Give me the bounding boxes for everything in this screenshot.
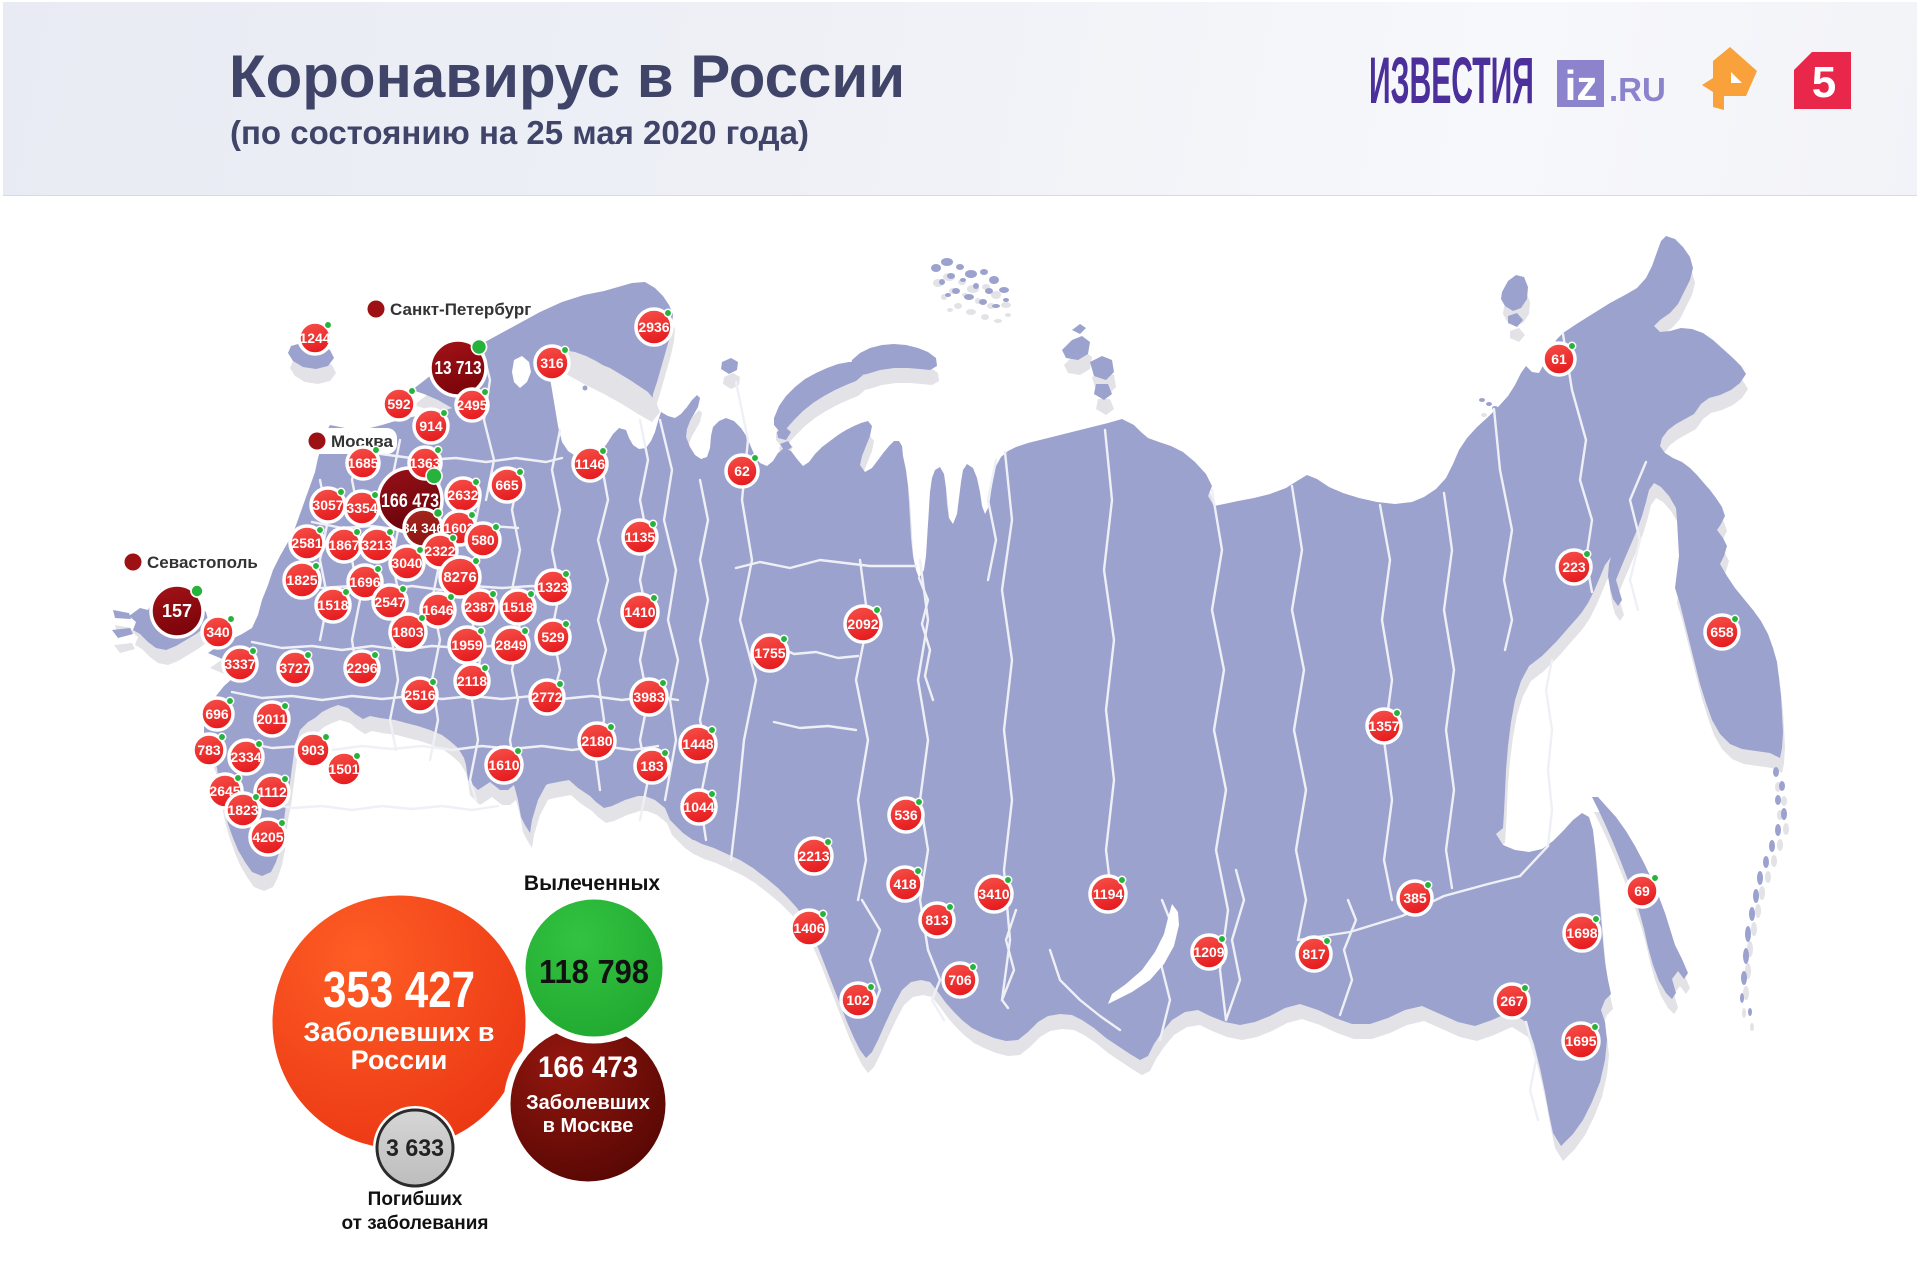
- svg-text:2495: 2495: [456, 397, 487, 413]
- svg-text:2334: 2334: [230, 749, 261, 765]
- svg-text:1194: 1194: [1093, 886, 1124, 902]
- svg-text:536: 536: [894, 807, 918, 823]
- svg-text:2772: 2772: [531, 689, 562, 705]
- svg-text:118 798: 118 798: [539, 953, 649, 990]
- svg-text:1803: 1803: [392, 624, 423, 640]
- svg-text:1696: 1696: [349, 574, 380, 590]
- svg-text:1646: 1646: [422, 602, 453, 618]
- svg-text:от заболевания: от заболевания: [342, 1213, 489, 1234]
- svg-text:223: 223: [1562, 559, 1586, 575]
- svg-text:340: 340: [206, 624, 230, 640]
- svg-text:69: 69: [1634, 883, 1650, 899]
- svg-text:1959: 1959: [451, 637, 482, 653]
- svg-text:1755: 1755: [754, 645, 785, 661]
- svg-text:Заболевших в: Заболевших в: [303, 1017, 494, 1047]
- svg-text:183: 183: [640, 758, 664, 774]
- svg-text:4205: 4205: [252, 829, 283, 845]
- svg-text:2180: 2180: [581, 733, 612, 749]
- svg-text:903: 903: [301, 742, 325, 758]
- svg-text:2092: 2092: [847, 616, 878, 632]
- svg-text:157: 157: [162, 601, 192, 621]
- svg-text:1695: 1695: [1565, 1033, 1596, 1049]
- svg-text:1044: 1044: [683, 799, 714, 815]
- svg-text:5: 5: [1812, 58, 1836, 107]
- svg-text:3057: 3057: [312, 497, 343, 513]
- svg-text:580: 580: [471, 532, 495, 548]
- svg-text:2213: 2213: [798, 848, 829, 864]
- svg-text:166 473: 166 473: [538, 1051, 638, 1084]
- svg-text:России: России: [351, 1045, 448, 1075]
- svg-text:1244: 1244: [299, 330, 330, 346]
- svg-text:2118: 2118: [457, 673, 488, 689]
- svg-text:Вылеченных: Вылеченных: [524, 872, 660, 895]
- svg-text:1209: 1209: [1193, 944, 1224, 960]
- svg-text:2936: 2936: [638, 319, 669, 335]
- svg-text:592: 592: [387, 396, 411, 412]
- svg-text:61: 61: [1551, 351, 1567, 367]
- svg-text:3 633: 3 633: [386, 1135, 444, 1162]
- svg-text:1112: 1112: [257, 784, 287, 800]
- svg-text:1698: 1698: [1566, 925, 1597, 941]
- svg-text:2632: 2632: [447, 487, 478, 503]
- svg-text:3983: 3983: [633, 689, 664, 705]
- svg-text:418: 418: [893, 876, 917, 892]
- svg-text:1685: 1685: [347, 455, 378, 471]
- svg-text:1518: 1518: [317, 597, 348, 613]
- svg-text:1406: 1406: [793, 920, 824, 936]
- svg-text:696: 696: [205, 706, 229, 722]
- svg-text:2011: 2011: [257, 711, 288, 727]
- svg-text:353 427: 353 427: [323, 961, 475, 1018]
- svg-text:34 346: 34 346: [402, 520, 444, 536]
- svg-text:Севастополь: Севастополь: [147, 553, 258, 572]
- svg-text:1363: 1363: [409, 455, 440, 471]
- svg-text:783: 783: [197, 742, 221, 758]
- svg-text:1501: 1501: [328, 761, 359, 777]
- svg-text:166 473: 166 473: [381, 491, 439, 512]
- svg-text:iz: iz: [1565, 62, 1598, 107]
- svg-text:385: 385: [1403, 890, 1427, 906]
- svg-text:102: 102: [846, 992, 870, 1008]
- svg-text:2547: 2547: [374, 594, 405, 610]
- svg-text:2296: 2296: [346, 660, 377, 676]
- svg-text:3213: 3213: [361, 537, 392, 553]
- svg-text:813: 813: [925, 912, 949, 928]
- svg-text:3337: 3337: [224, 656, 255, 672]
- svg-text:1823: 1823: [227, 802, 258, 818]
- svg-text:2322: 2322: [424, 543, 455, 559]
- svg-text:Погибших: Погибших: [368, 1189, 463, 1210]
- svg-text:1518: 1518: [502, 599, 533, 615]
- svg-text:1357: 1357: [1368, 718, 1399, 734]
- svg-text:в Москве: в Москве: [543, 1115, 634, 1137]
- svg-text:1410: 1410: [624, 604, 655, 620]
- svg-text:1867: 1867: [328, 537, 359, 553]
- svg-text:3727: 3727: [279, 660, 310, 676]
- svg-text:8276: 8276: [443, 569, 476, 586]
- svg-text:1323: 1323: [537, 579, 568, 595]
- svg-text:62: 62: [734, 463, 750, 479]
- svg-text:Санкт-Петербург: Санкт-Петербург: [390, 300, 531, 319]
- svg-text:817: 817: [1302, 946, 1326, 962]
- svg-text:13 713: 13 713: [435, 358, 482, 378]
- svg-text:316: 316: [540, 355, 564, 371]
- svg-text:Заболевших: Заболевших: [526, 1092, 650, 1114]
- svg-text:665: 665: [495, 477, 519, 493]
- svg-text:2849: 2849: [495, 637, 526, 653]
- svg-text:658: 658: [1710, 624, 1734, 640]
- svg-text:3410: 3410: [978, 886, 1009, 902]
- svg-text:2581: 2581: [291, 535, 322, 551]
- svg-text:1825: 1825: [286, 572, 317, 588]
- svg-text:529: 529: [541, 629, 565, 645]
- svg-text:914: 914: [419, 418, 443, 434]
- svg-text:3354: 3354: [346, 500, 377, 516]
- svg-text:1146: 1146: [575, 456, 606, 472]
- svg-text:1610: 1610: [488, 757, 519, 773]
- svg-text:1448: 1448: [682, 736, 713, 752]
- svg-text:1135: 1135: [625, 529, 656, 545]
- svg-text:267: 267: [1500, 993, 1524, 1009]
- svg-text:706: 706: [948, 972, 972, 988]
- svg-text:2387: 2387: [464, 599, 495, 615]
- svg-text:2516: 2516: [404, 687, 435, 703]
- svg-text:3040: 3040: [391, 555, 422, 571]
